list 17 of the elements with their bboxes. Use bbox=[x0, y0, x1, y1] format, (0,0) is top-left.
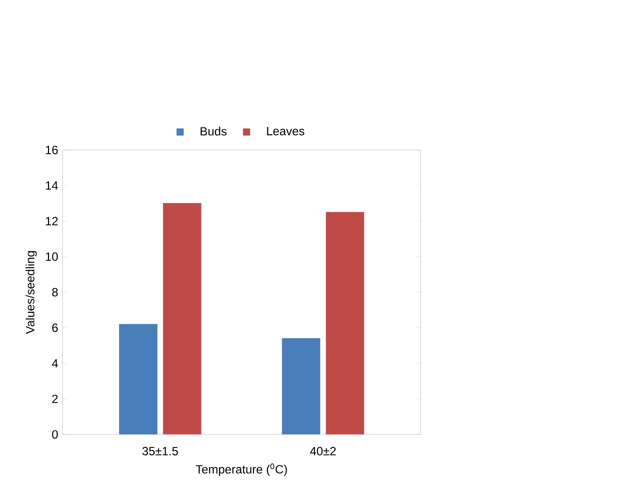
y-tick-label: 6 bbox=[52, 324, 58, 332]
y-axis-title: Values/seedling bbox=[26, 251, 37, 334]
legend-label: Leaves bbox=[267, 127, 304, 136]
x-tick-label: 35±1.5 bbox=[142, 446, 178, 456]
y-tick-label: 0 bbox=[52, 430, 58, 439]
y-tick-label: 10 bbox=[46, 252, 58, 261]
legend-label: Buds bbox=[200, 126, 227, 136]
bar bbox=[162, 203, 202, 434]
y-tick-label: 12 bbox=[46, 216, 58, 226]
y-tick-label: 14 bbox=[46, 181, 58, 190]
y-tick-label: 4 bbox=[52, 359, 58, 368]
x-tick-label: 40±2 bbox=[310, 446, 336, 456]
y-tick-label: 8 bbox=[52, 288, 58, 296]
y-tick-label: 2 bbox=[52, 394, 58, 404]
x-axis-title: Temperature ($^{0}$C) bbox=[196, 464, 287, 476]
bar bbox=[326, 212, 364, 434]
y-tick-label: 16 bbox=[46, 146, 58, 154]
